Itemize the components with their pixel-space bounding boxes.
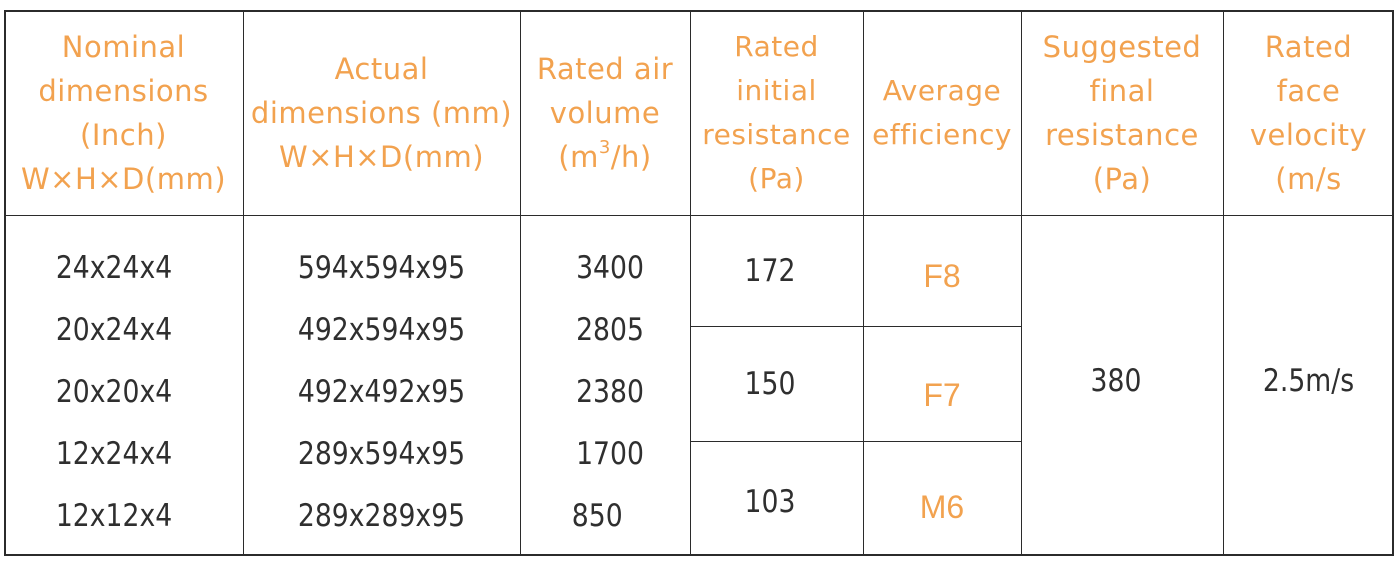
column-divider	[520, 10, 521, 556]
header-nominal-dimensions: Nominal dimensions (Inch) W×H×D(mm)	[20, 30, 227, 196]
header-rated-air-volume: Rated air volume (m3/h)	[520, 10, 690, 216]
air-volume-unit: (m3/h)	[558, 137, 652, 174]
cell-face-velocity: 2.5m/s	[1262, 363, 1355, 399]
cell-initial-resistance: 172	[744, 253, 796, 289]
column-divider	[1021, 10, 1022, 556]
cell-efficiency-grade: M6	[919, 488, 965, 525]
cell-nominal: 12x24x4	[55, 436, 173, 472]
cell-air-volume: 2380	[576, 374, 644, 410]
header-suggested-final-resistance: Suggested final resistance (Pa)	[1042, 30, 1202, 196]
header-divider	[4, 215, 1394, 216]
cell-nominal: 12x12x4	[55, 498, 173, 534]
cell-air-volume: 3400	[576, 250, 644, 286]
cell-nominal: 24x24x4	[55, 250, 173, 286]
column-divider	[1223, 10, 1224, 556]
cell-efficiency-grade: F8	[923, 257, 961, 294]
header-average-efficiency: Average efficiency	[872, 74, 1012, 151]
cell-air-volume: 1700	[576, 436, 644, 472]
cell-actual: 289x289x95	[297, 498, 466, 534]
header-rated-initial-resistance: Rated initial resistance (Pa)	[702, 30, 851, 195]
spec-table	[4, 10, 1394, 556]
cell-initial-resistance: 150	[744, 366, 796, 402]
cell-nominal: 20x24x4	[55, 312, 173, 348]
group-divider	[690, 441, 1021, 442]
header-rated-face-velocity: Rated face velocity (m/s	[1249, 30, 1368, 196]
cell-actual: 289x594x95	[297, 436, 466, 472]
group-divider	[690, 326, 1021, 327]
column-divider	[690, 10, 691, 556]
cell-initial-resistance: 103	[744, 484, 796, 520]
cell-actual: 492x492x95	[297, 374, 466, 410]
cell-nominal: 20x20x4	[55, 374, 173, 410]
cell-final-resistance: 380	[1090, 363, 1142, 399]
header-actual-dimensions: Actual dimensions (mm) W×H×D(mm)	[250, 52, 513, 174]
column-divider	[863, 10, 864, 556]
column-divider	[243, 10, 244, 556]
cell-air-volume: 850	[571, 498, 623, 534]
cell-air-volume: 2805	[576, 312, 644, 348]
cell-efficiency-grade: F7	[923, 376, 961, 413]
cell-actual: 594x594x95	[297, 250, 466, 286]
cell-actual: 492x594x95	[297, 312, 466, 348]
